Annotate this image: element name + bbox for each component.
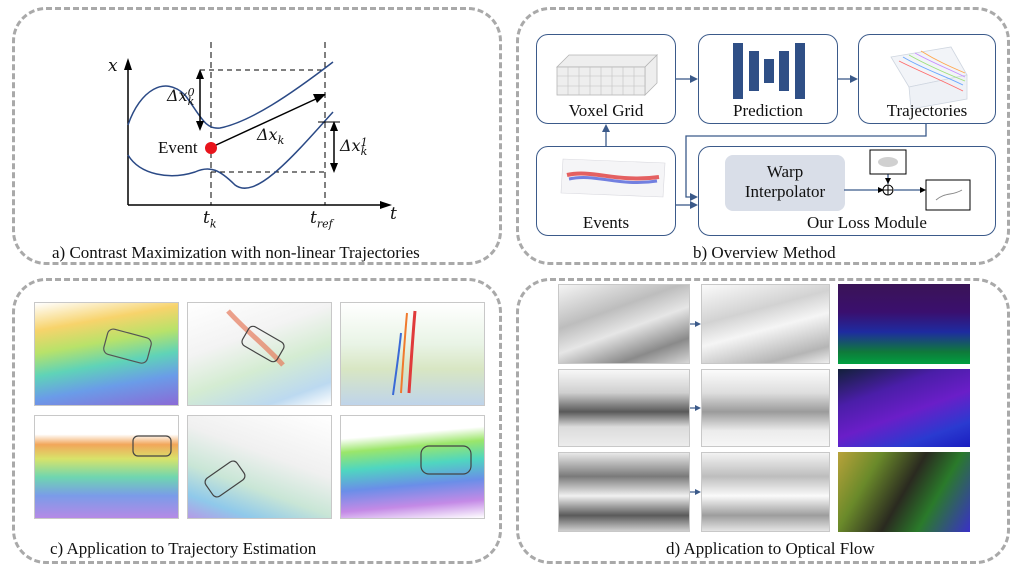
trajectories-icon <box>890 46 968 110</box>
car-sketch <box>204 460 246 498</box>
panel-c <box>12 278 502 564</box>
axis-x-label: t <box>390 204 397 224</box>
car-sketch <box>132 435 172 457</box>
dx0-label: Δx 0 k <box>167 85 195 108</box>
trajectory-image-6 <box>340 415 485 519</box>
flow-map-2 <box>838 369 970 447</box>
panel-a <box>12 7 502 265</box>
voxel-grid-label: Voxel Grid <box>568 101 644 120</box>
dx1-label: Δx 1 k <box>340 135 368 158</box>
flow-map-1 <box>838 284 970 364</box>
warp-interpolator-box: Warp Interpolator <box>725 155 845 211</box>
flow-map-3 <box>838 452 970 532</box>
trajectories-box: Trajectories <box>858 34 996 124</box>
loss-module-box: Warp Interpolator Our Loss Module <box>698 146 996 236</box>
loss-module-label: Our Loss Module <box>807 213 927 232</box>
trajectory-image-3 <box>340 302 485 406</box>
prediction-label: Prediction <box>733 101 803 120</box>
trajectory-image-2 <box>187 302 332 406</box>
interpolator-label: Interpolator <box>744 182 826 201</box>
voxel-grid-icon <box>556 54 658 96</box>
event-label: Event <box>158 138 198 157</box>
trajectory-image-1 <box>34 302 179 406</box>
caption-d: d) Application to Optical Flow <box>666 539 875 558</box>
reconstructed-frame-3 <box>701 452 830 532</box>
event-frame-2 <box>558 369 690 447</box>
voxel-grid-box: Voxel Grid <box>536 34 676 124</box>
caption-b: b) Overview Method <box>693 243 836 262</box>
events-icon <box>560 158 666 198</box>
trajectories-label: Trajectories <box>886 101 968 120</box>
trajectory-image-5 <box>187 415 332 519</box>
car-sketch <box>226 309 285 367</box>
panel-b <box>516 7 1010 265</box>
car-sketch <box>103 328 152 364</box>
caption-c: c) Application to Trajectory Estimation <box>50 539 317 558</box>
event-frame-1 <box>558 284 690 364</box>
dxk-label: Δxk <box>257 125 285 148</box>
car-sketch <box>420 445 472 475</box>
tref-label: tref <box>310 208 333 231</box>
events-box: Events <box>536 146 676 236</box>
reconstructed-frame-1 <box>701 284 830 364</box>
event-frame-3 <box>558 452 690 532</box>
prediction-box: Prediction <box>698 34 838 124</box>
tk-label: tk <box>203 208 217 231</box>
network-icon <box>733 43 805 99</box>
warp-label: Warp <box>766 162 804 181</box>
trajectory-image-4 <box>34 415 179 519</box>
caption-a: a) Contrast Maximization with non-linear… <box>52 243 420 262</box>
panel-d <box>516 278 1010 564</box>
axis-y-label: x <box>108 56 118 76</box>
events-label: Events <box>582 213 630 232</box>
reconstructed-frame-2 <box>701 369 830 447</box>
trajectory-sketch <box>392 310 417 396</box>
